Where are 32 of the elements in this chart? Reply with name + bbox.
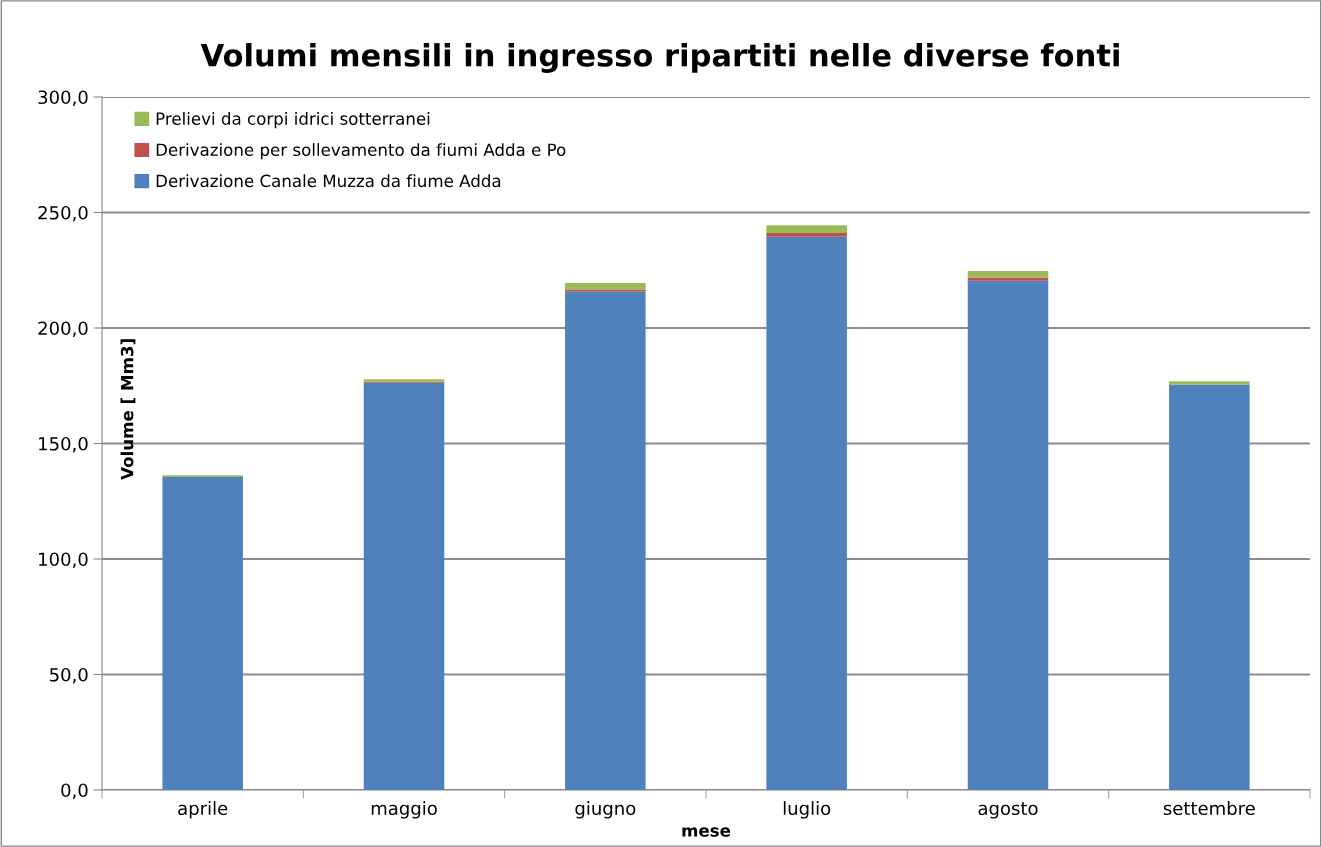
bar (967, 280, 1049, 790)
bar (1169, 381, 1250, 385)
bar (967, 270, 1049, 278)
bar (1169, 384, 1250, 790)
y-tick-label: 300,0 (38, 90, 88, 106)
bar (162, 476, 243, 790)
x-tick-label: luglio (783, 801, 831, 819)
legend-label: Prelievi da corpi idrici sotterranei (156, 112, 430, 129)
bar (766, 233, 847, 237)
x-axis-title: mese (682, 827, 731, 837)
y-axis-title: Volume [ Mm3] (120, 339, 136, 480)
x-tick-label: settembre (1163, 801, 1255, 816)
bar (565, 291, 646, 790)
y-tick-label: 100,0 (39, 552, 88, 568)
bar (565, 289, 646, 292)
y-tick-label: 0,0 (61, 783, 88, 799)
y-tick-label: 50,0 (50, 667, 88, 684)
bar (766, 236, 847, 790)
bar (565, 282, 646, 290)
y-tick-label: 250,0 (38, 205, 88, 222)
x-tick-label: aprile (178, 801, 228, 819)
chart-title: Volumi mensili in ingresso ripartiti nelle diverse fonti (200, 43, 1119, 73)
x-tick-label: agosto (978, 802, 1038, 819)
y-tick-label: 150,0 (39, 436, 88, 453)
legend-label: Derivazione per sollevamento da fiumi Adda e Po (156, 143, 566, 160)
bar (967, 277, 1049, 281)
y-tick-label: 200,0 (38, 321, 88, 337)
legend-label: Derivazione Canale Muzza da fiume Adda (156, 174, 501, 188)
x-tick-label: maggio (371, 801, 437, 819)
bar (766, 225, 847, 234)
x-tick-label: giugno (575, 801, 636, 819)
bar (363, 382, 445, 790)
